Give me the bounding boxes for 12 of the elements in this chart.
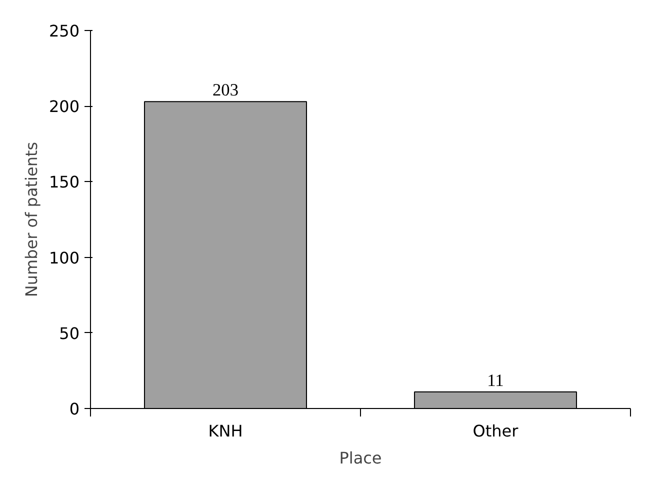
data-label: 203 <box>212 80 239 100</box>
y-tick-label: 0 <box>69 400 80 418</box>
y-tick-label: 250 <box>48 22 80 40</box>
x-tick-label: KNH <box>208 422 243 440</box>
x-axis-title: Place <box>339 448 382 468</box>
y-tick-label: 100 <box>48 248 80 268</box>
y-tick-label: 50 <box>59 324 80 343</box>
y-tick-label: 200 <box>48 97 80 116</box>
x-tick-label: Other <box>472 422 519 440</box>
y-tick-label: 150 <box>48 172 80 192</box>
data-label: 11 <box>487 370 504 390</box>
y-axis-title: Number of patients <box>22 142 41 298</box>
